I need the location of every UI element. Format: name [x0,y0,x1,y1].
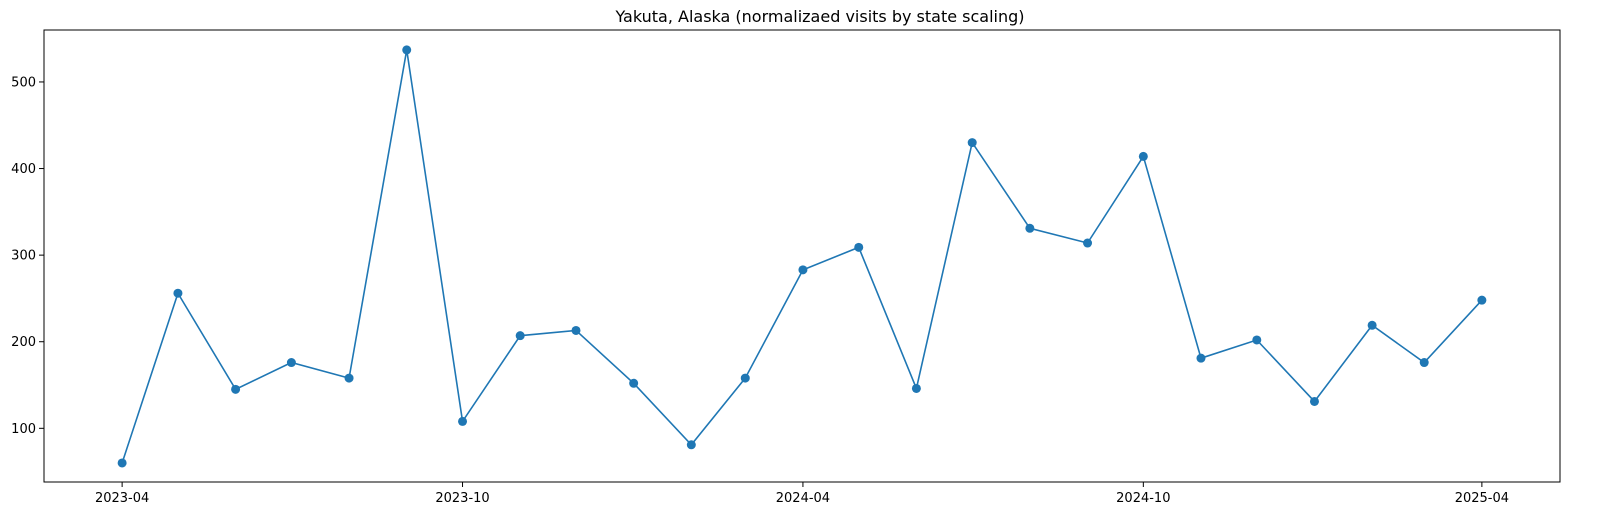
y-axis: 100 200 300 400 500 [11,75,44,437]
data-point [1367,320,1377,330]
data-point [798,265,808,275]
y-tick-label: 400 [11,162,36,177]
data-point [117,458,127,468]
data-point [402,45,412,55]
data-point [286,358,296,368]
data-point [515,331,525,341]
data-point [911,383,921,393]
data-point [854,242,864,252]
chart-title: Yakuta, Alaska (normalizaed visits by st… [614,7,1024,26]
series-path [121,49,1483,464]
data-point [231,384,241,394]
x-tick-label: 2025-04 [1455,491,1509,506]
series-line [117,45,1487,468]
data-point [344,373,354,383]
x-tick-label: 2024-04 [776,491,830,506]
x-tick-label: 2024-10 [1116,491,1170,506]
y-tick-label: 200 [11,335,36,350]
data-point [1025,223,1035,233]
y-tick-label: 100 [11,422,36,437]
y-tick-label: 300 [11,249,36,264]
data-point [629,378,639,388]
data-point [173,288,183,298]
x-tick-label: 2023-04 [95,491,149,506]
data-point [686,440,696,450]
data-point [1252,335,1262,345]
data-point [967,138,977,148]
data-point [1309,396,1319,406]
data-point [740,373,750,383]
data-point [1196,353,1206,363]
data-point [571,325,581,335]
data-point [1138,151,1148,161]
data-point [1419,358,1429,368]
y-tick-label: 500 [11,75,36,90]
data-point [1083,238,1093,248]
plot-area-frame [43,29,1561,483]
x-axis: 2023-04 2023-10 2024-04 2024-10 2025-04 [95,482,1509,506]
data-point [458,416,468,426]
x-tick-label: 2023-10 [435,491,489,506]
data-point [1477,295,1487,305]
